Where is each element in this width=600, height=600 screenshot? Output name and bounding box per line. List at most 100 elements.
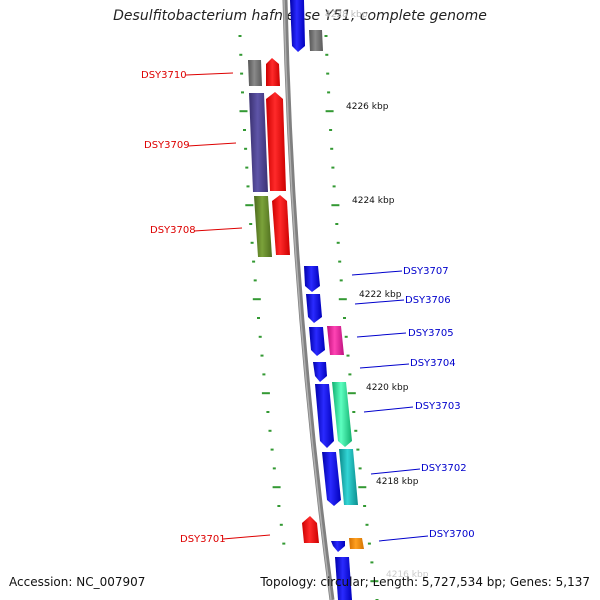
label-dsy3709[interactable]: DSY3709 [144, 140, 190, 151]
callout-line-dsy3703 [363, 406, 414, 413]
left-track-tick [245, 204, 254, 207]
callout-line-dsy3705 [356, 332, 407, 338]
ruler-label-4224: 4224 kbp [352, 196, 395, 206]
gene-dsy3701-red[interactable] [302, 516, 319, 543]
gene-dsy3704-blue[interactable] [313, 362, 327, 382]
right-track-tick [338, 298, 347, 301]
ruler-label-4228: 4228 kbp [325, 10, 368, 20]
gene-top-gray[interactable] [309, 30, 323, 51]
right-track-tick [352, 411, 356, 413]
left-track-tick [260, 354, 264, 357]
callout-line-dsy3702 [370, 468, 421, 475]
gene-dsy3702-blue[interactable] [322, 452, 341, 506]
right-track-tick [367, 542, 371, 545]
gene-dsy3703-blue[interactable] [315, 384, 334, 448]
callout-line-dsy3706 [354, 299, 405, 305]
left-track-tick [282, 542, 286, 545]
gene-bottom-blue[interactable] [335, 557, 352, 600]
right-track-tick [348, 373, 352, 376]
gene-dsy3702-teal[interactable] [339, 449, 358, 505]
left-track-tick [238, 35, 242, 37]
ruler-label-4216: 4216 kbp [386, 570, 429, 580]
gene-dsy3710-red[interactable] [266, 58, 280, 86]
label-dsy3705[interactable]: DSY3705 [408, 328, 454, 339]
right-track-tick [327, 91, 331, 94]
gene-dsy3707-blue[interactable] [304, 266, 320, 292]
gene-dsy3709-red[interactable] [266, 92, 286, 191]
left-track-tick [262, 373, 266, 376]
label-dsy3710[interactable]: DSY3710 [141, 70, 187, 81]
gene-dsy3710-gray[interactable] [248, 60, 262, 86]
gene-dsy3708-red[interactable] [272, 195, 290, 255]
callout-line-dsy3700 [378, 535, 429, 542]
callout-line-dsy3710 [185, 72, 234, 76]
label-dsy3706[interactable]: DSY3706 [405, 295, 451, 306]
left-track-tick [257, 317, 260, 319]
gene-top-blue[interactable] [290, 0, 305, 52]
left-track-tick [239, 53, 243, 56]
callout-line-dsy3701 [222, 534, 271, 540]
label-dsy3707[interactable]: DSY3707 [403, 266, 449, 277]
right-track-tick [358, 486, 367, 489]
right-track-tick [331, 166, 335, 169]
right-track-tick [338, 260, 342, 263]
left-track-tick [250, 241, 254, 244]
label-dsy3708[interactable]: DSY3708 [150, 225, 196, 236]
accession-text: Accession: NC_007907 [9, 575, 146, 589]
right-track-tick [354, 429, 358, 432]
left-track-tick [240, 72, 244, 75]
gene-dsy3705-blue[interactable] [309, 327, 325, 356]
gene-dsy3706-blue[interactable] [306, 294, 322, 323]
right-track-tick [339, 279, 343, 282]
left-track-tick [266, 411, 270, 413]
right-track-tick [347, 392, 356, 395]
left-track-tick [268, 429, 272, 432]
right-track-tick [325, 53, 329, 56]
right-track-tick [332, 185, 336, 188]
gene-dsy3700-orange[interactable] [349, 538, 364, 549]
genome-backbone [282, 0, 335, 600]
left-track-tick [239, 110, 248, 113]
left-track-tick [253, 279, 257, 282]
genome-backbone-highlight [283, 0, 332, 600]
left-track-tick [243, 129, 246, 131]
left-track-tick [279, 523, 283, 526]
label-dsy3701[interactable]: DSY3701 [180, 534, 226, 545]
gene-dsy3708-olive[interactable] [254, 196, 272, 257]
right-track-tick [365, 523, 369, 526]
ruler-label-4222: 4222 kbp [359, 290, 402, 300]
left-track-tick [261, 392, 270, 395]
left-track-tick [245, 166, 249, 169]
left-track-tick [252, 260, 256, 263]
right-track-tick [358, 467, 362, 470]
right-track-tick [336, 241, 340, 244]
gene-dsy3709-purple[interactable] [249, 93, 268, 192]
right-track-tick [370, 561, 374, 564]
gene-dsy3703-mint[interactable] [332, 382, 352, 447]
callout-line-dsy3708 [193, 227, 243, 232]
gene-dsy3705-magenta[interactable] [327, 326, 344, 355]
label-dsy3703[interactable]: DSY3703 [415, 401, 461, 412]
label-dsy3704[interactable]: DSY3704 [410, 358, 456, 369]
right-tick-track [324, 35, 379, 600]
label-dsy3700[interactable]: DSY3700 [429, 529, 475, 540]
left-tick-track [238, 35, 286, 545]
left-track-tick [272, 467, 276, 470]
label-dsy3702[interactable]: DSY3702 [421, 463, 467, 474]
callout-line-dsy3707 [351, 270, 403, 276]
ruler-label-4220: 4220 kbp [366, 383, 409, 393]
callout-line-dsy3704 [359, 363, 410, 369]
right-track-tick [346, 354, 350, 357]
topology-text: Topology: circular; Length: 5,727,534 bp… [260, 575, 590, 589]
right-track-tick [335, 223, 339, 225]
left-track-tick [272, 486, 281, 489]
gene-dsy3700-blue[interactable] [331, 541, 345, 552]
ruler-label-4226: 4226 kbp [346, 102, 389, 112]
right-track-tick [324, 35, 328, 37]
left-track-tick [246, 185, 250, 188]
right-track-tick [330, 147, 334, 150]
right-track-tick [325, 110, 334, 113]
left-track-tick [252, 298, 261, 301]
right-track-tick [329, 129, 333, 131]
